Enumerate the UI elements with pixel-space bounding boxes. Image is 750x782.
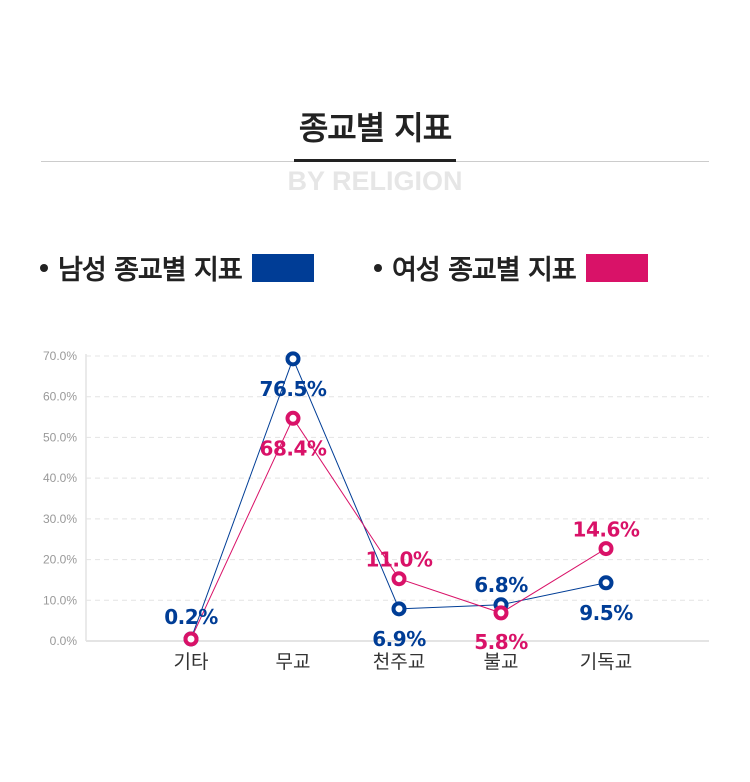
- series-line: [190, 357, 607, 640]
- data-label: 14.6%: [573, 518, 640, 542]
- data-point: [598, 541, 614, 557]
- y-tick-label: 0.0%: [50, 634, 78, 648]
- data-point: [391, 571, 407, 587]
- y-tick-label: 40.0%: [43, 471, 77, 485]
- data-label: 0.2%: [164, 605, 218, 629]
- data-label: 6.8%: [474, 573, 528, 597]
- legend-swatch: [251, 253, 314, 282]
- data-point: [493, 605, 509, 621]
- legend-female: 여성 종교별 지표: [374, 248, 648, 287]
- legend-label: 남성 종교별 지표: [58, 255, 243, 286]
- data-label: 76.5%: [260, 377, 327, 401]
- bullet-icon: [40, 263, 48, 272]
- x-tick-label: 천주교: [373, 651, 425, 673]
- data-point: [285, 410, 301, 426]
- y-tick-label: 70.0%: [43, 349, 77, 363]
- bullet-icon: [374, 263, 382, 272]
- y-tick-label: 30.0%: [43, 512, 77, 526]
- x-tick-label: 불교: [484, 651, 519, 673]
- page-subtitle: BY RELIGION: [287, 166, 463, 196]
- x-tick-label: 무교: [276, 651, 311, 673]
- legend-label: 여성 종교별 지표: [392, 255, 577, 286]
- legend-male: 남성 종교별 지표: [40, 248, 314, 287]
- data-label: 11.0%: [366, 548, 433, 572]
- y-tick-label: 50.0%: [43, 430, 77, 444]
- title-underline: [294, 159, 456, 162]
- y-tick-label: 10.0%: [43, 593, 77, 607]
- x-tick-label: 기독교: [580, 651, 632, 673]
- y-tick-label: 20.0%: [43, 553, 77, 567]
- y-tick-label: 60.0%: [43, 390, 77, 404]
- page-title: 종교별 지표: [298, 109, 452, 147]
- data-point: [391, 601, 407, 617]
- data-label: 9.5%: [579, 601, 633, 625]
- data-point: [285, 351, 301, 367]
- data-point: [598, 575, 614, 591]
- data-point: [183, 631, 199, 647]
- data-label: 5.8%: [474, 630, 528, 654]
- data-label: 68.4%: [260, 436, 327, 460]
- x-tick-label: 기타: [174, 651, 209, 673]
- legend-swatch: [585, 253, 648, 282]
- data-label: 6.9%: [372, 627, 426, 651]
